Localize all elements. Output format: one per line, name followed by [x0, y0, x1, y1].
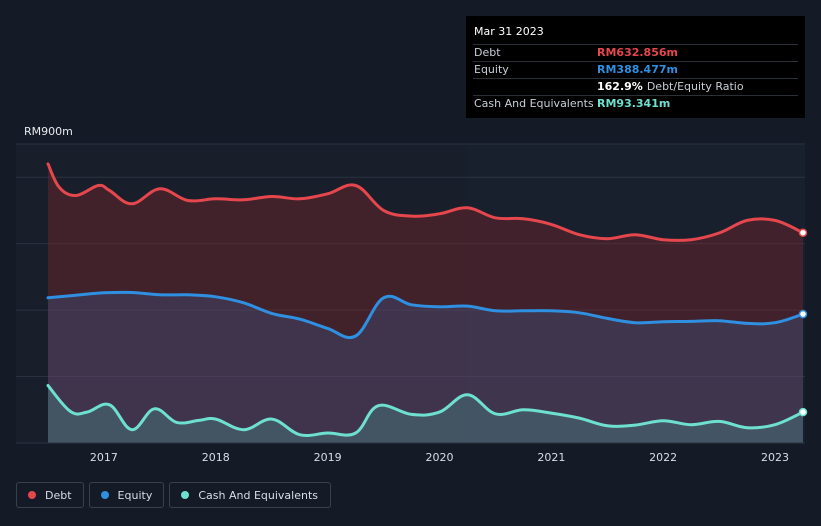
equity-dot-icon — [100, 491, 109, 499]
x-tick-label-2017: 2017 — [90, 451, 118, 464]
hover-region — [466, 144, 805, 443]
plot-background — [16, 144, 805, 443]
tooltip-cash-row: Cash And Equivalents RM93.341m — [473, 95, 798, 112]
y-axis-top-label: RM900m — [24, 125, 73, 138]
equity-end-marker — [798, 309, 808, 319]
tooltip-date: Mar 31 2023 — [474, 25, 544, 38]
cash-line — [46, 384, 805, 438]
equity-area — [48, 292, 803, 443]
tooltip-cash-label: Cash And Equivalents — [474, 97, 594, 110]
legend: Debt Equity Cash And Equivalents — [16, 482, 336, 508]
tooltip-debt-row: Debt RM632.856m — [473, 44, 798, 61]
x-tick-label-2018: 2018 — [202, 451, 230, 464]
legend-label-equity: Equity — [117, 488, 153, 502]
tooltip-equity-label: Equity — [474, 63, 509, 76]
tooltip-equity-value: RM388.477m — [597, 63, 678, 76]
cash-dot-icon — [181, 491, 190, 499]
debt-end-marker — [798, 228, 808, 237]
legend-label-debt: Debt — [45, 488, 72, 502]
x-tick-label-2022: 2022 — [649, 451, 677, 464]
legend-item-debt[interactable]: Debt — [16, 482, 84, 508]
debt-line — [46, 162, 805, 242]
tooltip-ratio-value: 162.9% — [597, 80, 643, 93]
tooltip-ratio-label: Debt/Equity Ratio — [646, 80, 744, 93]
x-tick-label-2020: 2020 — [425, 451, 453, 464]
legend-item-cash[interactable]: Cash And Equivalents — [169, 482, 331, 508]
legend-label-cash: Cash And Equivalents — [198, 488, 318, 502]
x-tick-label-2023: 2023 — [761, 451, 789, 464]
x-tick-label-2019: 2019 — [314, 451, 342, 464]
debt-dot-icon — [28, 491, 36, 499]
cash-area — [48, 385, 803, 443]
equity-line — [46, 290, 805, 340]
cash-end-marker — [798, 407, 808, 417]
y-axis-bottom-label: RM0 — [24, 425, 49, 438]
tooltip-cash-value: RM93.341m — [597, 97, 671, 110]
tooltip-debt-value: RM632.856m — [597, 46, 678, 59]
tooltip-ratio-row: 162.9% Debt/Equity Ratio — [473, 78, 798, 95]
tooltip-equity-row: Equity RM388.477m — [473, 61, 798, 78]
legend-item-equity[interactable]: Equity — [88, 482, 165, 508]
x-tick-label-2021: 2021 — [537, 451, 565, 464]
tooltip-panel: Mar 31 2023 Debt RM632.856m Equity RM388… — [466, 16, 805, 118]
debt-area — [48, 163, 803, 443]
tooltip-debt-label: Debt — [474, 46, 501, 59]
